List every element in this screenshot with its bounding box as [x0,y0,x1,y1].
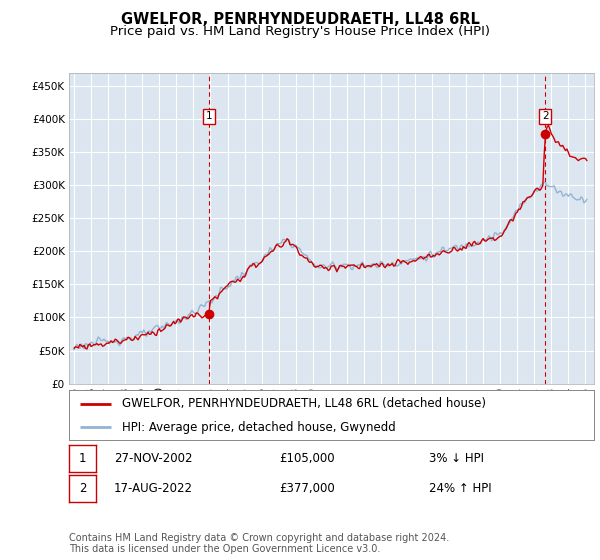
Text: 1: 1 [206,111,212,122]
Text: 2: 2 [79,482,86,495]
Text: £105,000: £105,000 [279,452,335,465]
Text: GWELFOR, PENRHYNDEUDRAETH, LL48 6RL (detached house): GWELFOR, PENRHYNDEUDRAETH, LL48 6RL (det… [121,397,485,410]
Text: 2: 2 [542,111,548,122]
Text: Price paid vs. HM Land Registry's House Price Index (HPI): Price paid vs. HM Land Registry's House … [110,25,490,38]
Text: £377,000: £377,000 [279,482,335,495]
Text: 3% ↓ HPI: 3% ↓ HPI [429,452,484,465]
Text: 1: 1 [79,452,86,465]
Text: Contains HM Land Registry data © Crown copyright and database right 2024.
This d: Contains HM Land Registry data © Crown c… [69,533,449,554]
Text: 27-NOV-2002: 27-NOV-2002 [114,452,193,465]
Text: 17-AUG-2022: 17-AUG-2022 [114,482,193,495]
Text: HPI: Average price, detached house, Gwynedd: HPI: Average price, detached house, Gwyn… [121,421,395,434]
Text: GWELFOR, PENRHYNDEUDRAETH, LL48 6RL: GWELFOR, PENRHYNDEUDRAETH, LL48 6RL [121,12,479,27]
Text: 24% ↑ HPI: 24% ↑ HPI [429,482,491,495]
